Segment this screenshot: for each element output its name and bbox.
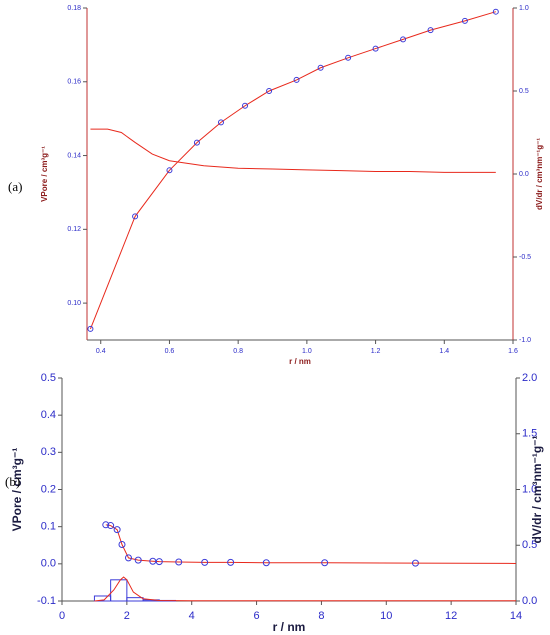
y-tick-label: 0.2 xyxy=(41,483,56,495)
marker xyxy=(227,558,235,566)
y2-tick-label: -1.0 xyxy=(519,337,531,344)
x-tick-label: 1.0 xyxy=(302,348,312,355)
y-tick-label: 0.5 xyxy=(41,372,56,384)
y2-tick-label: 1.0 xyxy=(519,5,529,12)
marker xyxy=(118,541,126,549)
x-tick-label: 2 xyxy=(124,610,130,622)
marker xyxy=(217,119,224,126)
marker xyxy=(193,139,200,146)
x-axis-label: r / nm xyxy=(273,620,306,634)
marker xyxy=(175,558,183,566)
y-tick-label: 0.0 xyxy=(41,558,56,570)
line xyxy=(90,128,496,173)
y-tick-label: 0.1 xyxy=(41,521,56,533)
marker xyxy=(113,526,121,534)
y-tick-label: 0.16 xyxy=(67,79,81,86)
y2-tick-label: 1.0 xyxy=(522,483,537,495)
marker xyxy=(134,556,142,564)
y-tick-label: 0.10 xyxy=(67,300,81,307)
line xyxy=(105,524,416,564)
y-axis-label: VPore / cm³g⁻¹ xyxy=(10,448,24,532)
y-tick-label: 0.12 xyxy=(67,226,81,233)
x-tick-label: 1.2 xyxy=(371,348,381,355)
marker xyxy=(262,559,270,567)
marker xyxy=(293,76,300,83)
y-tick-label: 0.18 xyxy=(67,5,81,12)
marker xyxy=(345,54,352,61)
marker xyxy=(201,558,209,566)
y2-tick-label: 1.5 xyxy=(522,428,537,440)
x-tick-label: 1.6 xyxy=(508,348,518,355)
marker xyxy=(461,17,468,24)
y-tick-label: 0.3 xyxy=(41,446,56,458)
marker xyxy=(155,558,163,566)
marker xyxy=(317,64,324,71)
x-tick-label: 8 xyxy=(318,610,324,622)
line xyxy=(94,576,516,602)
y2-tick-label: 0.5 xyxy=(519,88,529,95)
x-tick-label: 0.4 xyxy=(96,348,106,355)
x-tick-label: 1.4 xyxy=(439,348,449,355)
y-tick-label: 0.4 xyxy=(41,409,56,421)
marker xyxy=(132,213,139,220)
x-axis-label: r / nm xyxy=(289,357,311,366)
marker xyxy=(321,559,329,567)
marker xyxy=(492,8,499,15)
x-tick-label: 14 xyxy=(510,610,522,622)
y-tick-label: -0.1 xyxy=(37,595,56,607)
marker xyxy=(124,554,132,562)
y2-tick-label: -0.5 xyxy=(519,254,531,261)
marker xyxy=(266,88,273,94)
y2-tick-label: 2.0 xyxy=(522,372,537,384)
y2-tick-label: 0.0 xyxy=(522,595,537,607)
marker xyxy=(427,27,434,34)
x-tick-label: 0 xyxy=(59,610,65,622)
marker xyxy=(87,325,94,332)
x-tick-label: 6 xyxy=(254,610,260,622)
y2-tick-label: 0.0 xyxy=(519,171,529,178)
marker xyxy=(400,36,407,43)
x-tick-label: 0.6 xyxy=(165,348,175,355)
x-tick-label: 4 xyxy=(189,610,195,622)
marker xyxy=(242,102,249,109)
y2-axis-label: dV/dr / cm³nm⁻¹g⁻¹ xyxy=(530,435,544,543)
x-tick-label: 10 xyxy=(380,610,392,622)
histogram-bar xyxy=(110,579,128,602)
marker xyxy=(149,557,157,565)
line xyxy=(89,11,496,330)
y2-axis-label: dV/dr / cm³nm⁻¹g⁻¹ xyxy=(535,138,544,210)
marker xyxy=(102,521,110,529)
marker xyxy=(107,522,115,530)
y2-tick-label: 0.5 xyxy=(522,539,537,551)
marker xyxy=(166,167,173,174)
x-tick-label: 12 xyxy=(445,610,457,622)
panel-label: (a) xyxy=(8,179,22,194)
y-axis-label: VPore / cm³g⁻¹ xyxy=(40,146,49,202)
x-tick-label: 0.8 xyxy=(233,348,243,355)
panel-label: (b) xyxy=(5,474,20,489)
y-tick-label: 0.14 xyxy=(67,152,81,159)
histogram-bar xyxy=(126,597,144,602)
marker xyxy=(372,45,379,52)
